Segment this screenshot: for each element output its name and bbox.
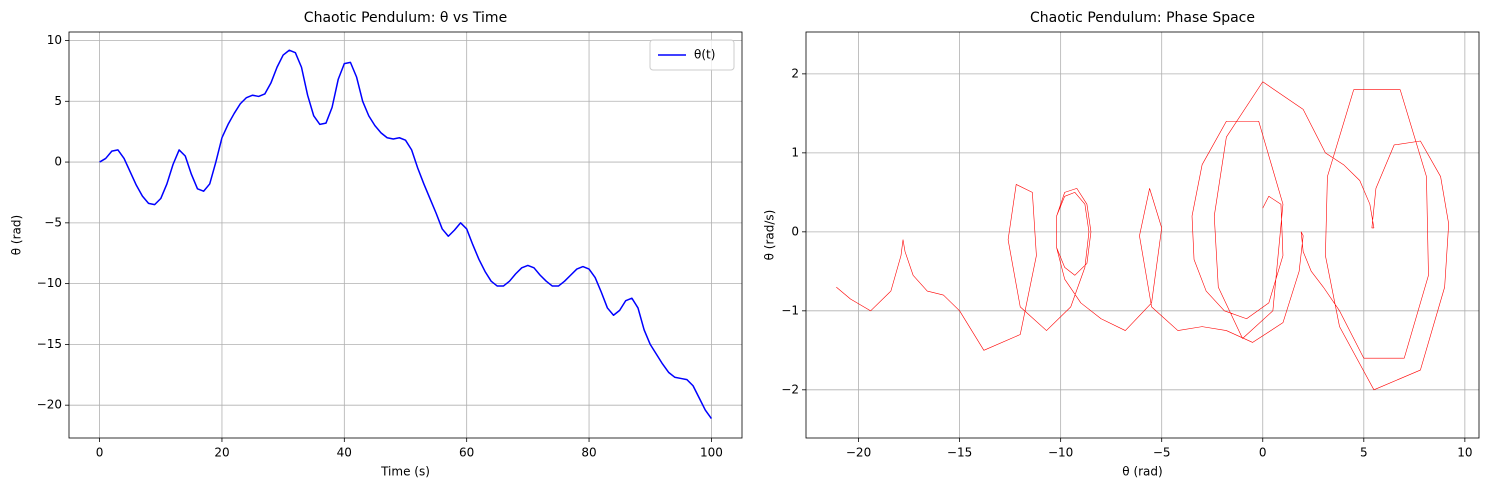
x-tick-label: 80 (581, 446, 596, 460)
data-line (99, 49, 713, 419)
plot-area (99, 49, 713, 419)
x-tick-label: −15 (947, 446, 972, 460)
x-tick-label: 10 (1457, 446, 1472, 460)
y-axis-label: θ (rad/s) (763, 210, 777, 261)
data-line (836, 81, 1449, 391)
x-tick-label: 60 (459, 446, 474, 460)
y-tick-label: −1 (781, 303, 799, 317)
x-tick-label: 40 (337, 446, 352, 460)
x-tick-label: −10 (1048, 446, 1073, 460)
y-tick-label: 0 (791, 224, 799, 238)
x-tick-label: 0 (1259, 446, 1267, 460)
y-tick-label: 1 (791, 145, 799, 159)
y-tick-label: −15 (37, 337, 62, 351)
y-tick-label: −2 (781, 382, 799, 396)
axes-frame (805, 31, 1480, 439)
legend-box (649, 39, 735, 71)
y-tick-label: −10 (37, 276, 62, 290)
y-tick-label: −5 (44, 215, 62, 229)
x-tick-label: 100 (700, 446, 723, 460)
y-tick-label: 10 (47, 33, 62, 47)
legend-label: θ(t) (694, 48, 715, 62)
axes: 0 20 40 60 80 100 −20 −15 −10 −5 0 5 10 Chaotic Pendu… (10, 10, 743, 479)
x-tick-label: 5 (1360, 446, 1368, 460)
x-tick-label: 0 (96, 446, 104, 460)
x-tick-label: −20 (846, 446, 871, 460)
y-tick-label: 5 (54, 94, 62, 108)
axes-frame (68, 31, 743, 439)
chart-title: Chaotic Pendulum: Phase Space (1030, 10, 1255, 26)
x-axis-label: Time (s) (380, 465, 430, 479)
y-tick-label: 0 (54, 155, 62, 169)
y-tick-label: 2 (791, 66, 799, 80)
y-tick-label: −20 (37, 398, 62, 412)
plot-area (836, 81, 1449, 391)
x-tick-label: −5 (1153, 446, 1171, 460)
y-axis-label: θ (rad) (10, 215, 24, 255)
x-axis-label: θ (rad) (1122, 465, 1162, 479)
chart-title: Chaotic Pendulum: θ vs Time (304, 10, 507, 26)
x-tick-label: 20 (214, 446, 229, 460)
